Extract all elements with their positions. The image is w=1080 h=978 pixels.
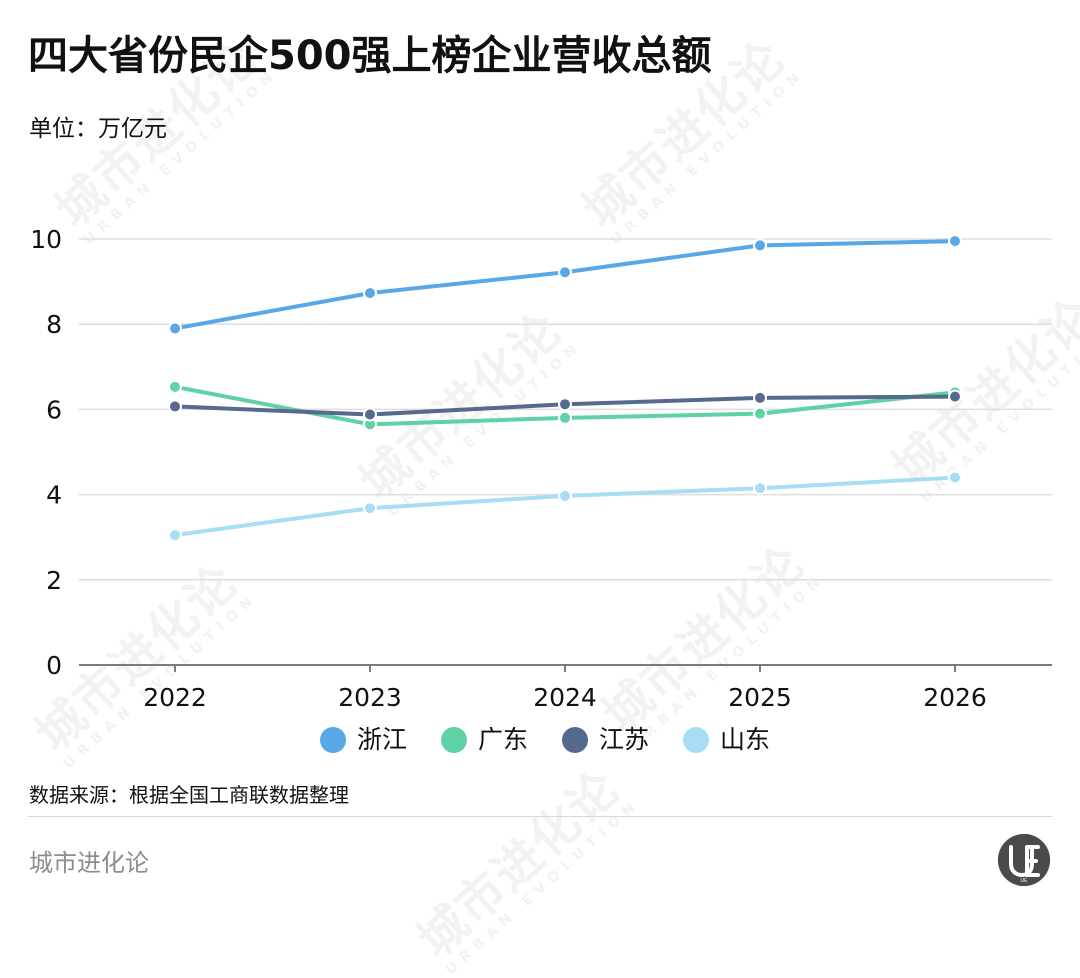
data-point: [948, 470, 962, 485]
series-line-0: [173, 239, 957, 331]
footer-divider: [28, 816, 1052, 817]
x-tick-label: 2025: [728, 683, 792, 712]
x-tick-label: 2026: [923, 683, 987, 712]
y-tick-label: 10: [30, 225, 62, 254]
data-point: [168, 399, 182, 414]
brand-name: 城市进化论: [29, 849, 149, 877]
legend-dot-guangdong: [441, 727, 468, 753]
series-lines: [168, 234, 962, 543]
unit-label: 单位：万亿元: [29, 116, 167, 142]
legend-dot-shandong: [683, 727, 710, 753]
x-tick-label: 2024: [533, 683, 597, 712]
data-point: [753, 238, 767, 253]
legend-item-guangdong: 广东: [441, 725, 528, 755]
legend-dot-zhejiang: [320, 727, 346, 753]
y-tick-label: 0: [46, 651, 62, 680]
data-point: [168, 321, 182, 336]
legend-dot-jiangsu: [562, 727, 589, 753]
data-source: 数据来源：根据全国工商联数据整理: [29, 783, 349, 807]
y-tick-label: 2: [46, 566, 62, 595]
brand-logo-svg: UE: [998, 834, 1050, 886]
data-point: [948, 389, 962, 404]
y-tick-label: 6: [46, 395, 62, 424]
legend-label-jiangsu: 江苏: [599, 725, 650, 754]
data-point: [168, 379, 182, 394]
legend-label-shandong: 山东: [720, 725, 771, 754]
x-tick-label: 2023: [338, 683, 402, 712]
data-point: [168, 528, 182, 543]
brand-logo-icon: UE: [998, 834, 1050, 886]
data-point: [558, 265, 572, 280]
legend-label-zhejiang: 浙江: [357, 725, 408, 754]
line-chart: 0 2 4 6 8 10 2022 2023 2024 2025 2026: [30, 225, 1052, 712]
y-tick-label: 8: [46, 310, 62, 339]
y-tick-label: 4: [46, 481, 62, 510]
legend-item-shandong: 山东: [683, 725, 770, 755]
data-point: [558, 410, 572, 425]
legend-item-jiangsu: 江苏: [562, 725, 649, 755]
data-point: [948, 234, 962, 249]
chart-axes: 0 2 4 6 8 10 2022 2023 2024 2025 2026: [30, 225, 1052, 712]
legend-label-guangdong: 广东: [478, 725, 529, 754]
data-point: [363, 407, 377, 422]
data-point: [753, 406, 767, 421]
logo-mark-text: UE: [1021, 878, 1029, 884]
data-point: [753, 390, 767, 405]
x-tick-label: 2022: [143, 683, 207, 712]
data-point: [558, 488, 572, 503]
data-point: [363, 286, 377, 301]
legend-item-zhejiang: 浙江: [320, 725, 407, 755]
data-point: [363, 501, 377, 516]
data-point: [753, 481, 767, 496]
series-line-3: [173, 475, 957, 538]
chart-title: 四大省份民企500强上榜企业营收总额: [28, 33, 712, 79]
data-point: [558, 397, 572, 412]
legend: 浙江 广东 江苏 山东: [320, 725, 770, 755]
